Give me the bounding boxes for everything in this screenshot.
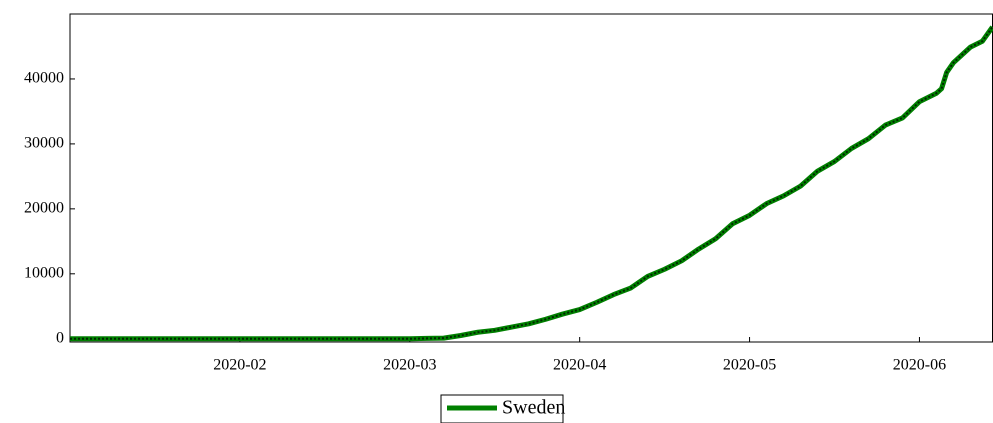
y-tick-label: 10000	[24, 264, 64, 281]
y-tick-label: 0	[56, 329, 64, 346]
legend-box	[440, 394, 564, 423]
y-tick-label: 40000	[24, 70, 64, 87]
x-tick-label: 2020-05	[723, 357, 776, 374]
series-line	[70, 25, 993, 342]
y-tick-label: 20000	[24, 200, 64, 217]
plot-frame	[69, 13, 993, 343]
x-tick-label: 2020-04	[553, 357, 606, 374]
x-tick-label: 2020-03	[383, 357, 436, 374]
x-tick-label: 2020-06	[893, 357, 946, 374]
series-line-dots	[70, 26, 993, 340]
y-tick-label: 30000	[24, 135, 64, 152]
x-tick-label: 2020-02	[213, 357, 266, 374]
legend-label: Sweden	[502, 397, 565, 419]
